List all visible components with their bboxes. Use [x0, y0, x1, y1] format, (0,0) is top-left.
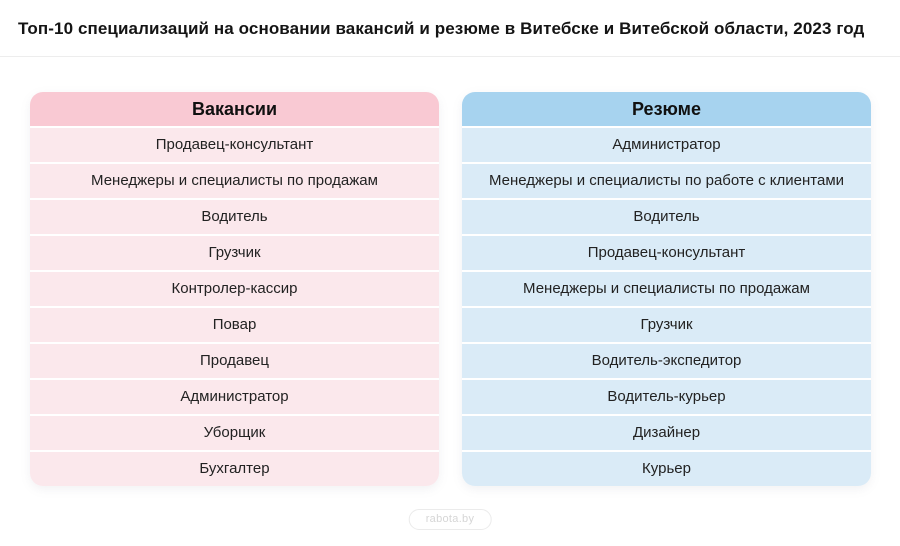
title-divider [0, 56, 900, 57]
list-item: Менеджеры и специалисты по продажам [30, 164, 439, 198]
list-item: Дизайнер [462, 416, 871, 450]
list-item: Водитель-курьер [462, 380, 871, 414]
columns-container: Вакансии Продавец-консультант Менеджеры и… [30, 92, 871, 486]
resumes-column: Резюме Администратор Менеджеры и специали… [462, 92, 871, 486]
list-item: Администратор [30, 380, 439, 414]
list-item: Повар [30, 308, 439, 342]
list-item: Продавец [30, 344, 439, 378]
watermark-badge: rabota.by [408, 509, 492, 530]
list-item: Водитель [30, 200, 439, 234]
vacancies-header: Вакансии [30, 92, 439, 126]
page-title: Топ-10 специализаций на основании ваканс… [18, 19, 865, 38]
list-item: Менеджеры и специалисты по продажам [462, 272, 871, 306]
list-item: Водитель [462, 200, 871, 234]
list-item: Продавец-консультант [462, 236, 871, 270]
list-item: Грузчик [462, 308, 871, 342]
list-item: Администратор [462, 128, 871, 162]
vacancies-column: Вакансии Продавец-консультант Менеджеры и… [30, 92, 439, 486]
list-item: Менеджеры и специалисты по работе с клие… [462, 164, 871, 198]
list-item: Уборщик [30, 416, 439, 450]
list-item: Курьер [462, 452, 871, 486]
list-item: Контролер-кассир [30, 272, 439, 306]
list-item: Водитель-экспедитор [462, 344, 871, 378]
list-item: Продавец-консультант [30, 128, 439, 162]
resumes-header: Резюме [462, 92, 871, 126]
list-item: Грузчик [30, 236, 439, 270]
list-item: Бухгалтер [30, 452, 439, 486]
